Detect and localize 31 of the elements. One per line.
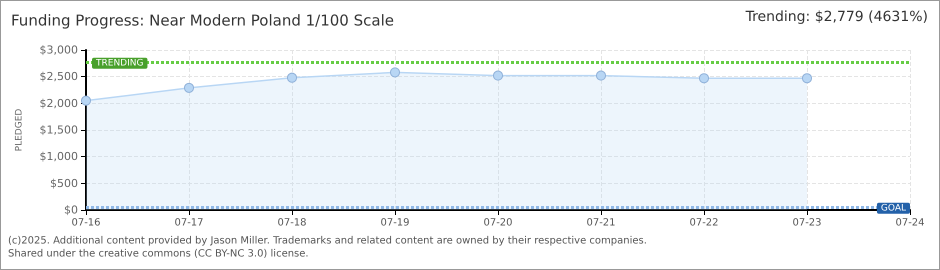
y-tick-label: $2,000 — [40, 96, 78, 110]
y-tick-label: $2,500 — [40, 70, 78, 84]
y-tick-label: $1,000 — [40, 150, 78, 164]
point — [184, 82, 194, 93]
point — [493, 70, 503, 81]
x-tick-label: 07-17 — [174, 218, 204, 228]
point — [699, 73, 709, 84]
x-tick-label: 07-23 — [792, 218, 822, 228]
y-tick-label: $3,000 — [40, 44, 78, 56]
point — [287, 72, 297, 83]
chart-title: Funding Progress: Near Modern Poland 1/100 Scale — [11, 12, 394, 30]
text: Trending: $2,779 (4631%) — [744, 9, 928, 25]
point — [802, 73, 812, 84]
ref-line-label: TRENDING — [95, 58, 144, 68]
x-tick-label: 07-20 — [483, 218, 513, 228]
point — [81, 96, 91, 106]
y-tick-label: $500 — [50, 176, 78, 190]
y-axis-title: PLEDGED — [14, 108, 24, 152]
x-tick-label: 07-22 — [689, 218, 719, 228]
x-tick-label: 07-18 — [277, 218, 307, 228]
text: Shared under the creative commons (CC BY-NC 3.0) license. — [8, 248, 309, 260]
text: (c)2025. Additional content provided by Jason Miller. Trademarks and related content are owned by their respective companies. — [8, 236, 647, 246]
ref-line-label: GOAL — [880, 203, 906, 214]
x-tick-label: 07-24 — [895, 218, 925, 228]
y-tick-label: $0 — [64, 204, 78, 216]
point — [596, 70, 606, 81]
x-tick-label: 07-19 — [380, 218, 410, 228]
x-tick-label: 07-21 — [586, 218, 616, 228]
point — [390, 67, 400, 78]
x-tick-label: 07-16 — [71, 218, 101, 228]
y-tick-label: $1,500 — [40, 124, 78, 136]
